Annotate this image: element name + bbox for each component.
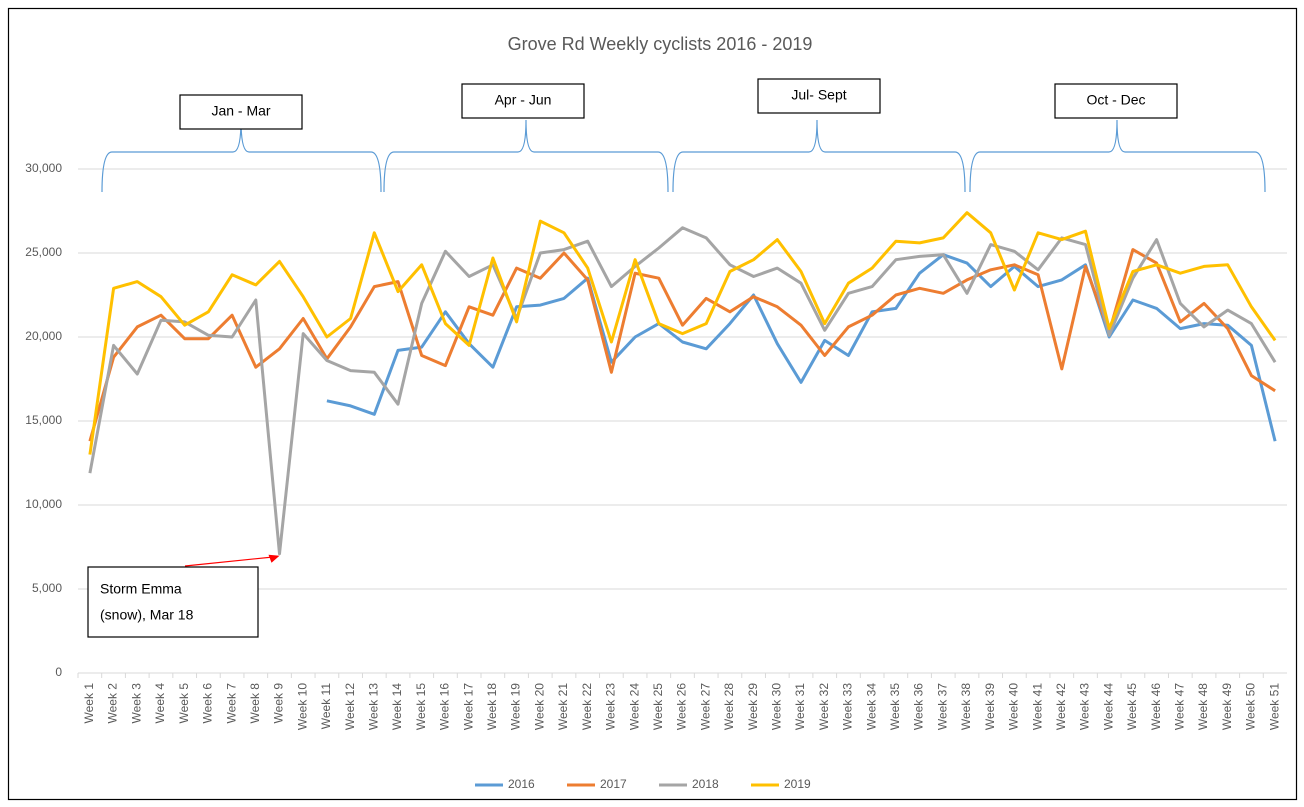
quarter-brace [969, 119, 1266, 193]
x-tick-label: Week 26 [675, 683, 689, 730]
x-tick-label: Week 31 [793, 683, 807, 730]
series-line [88, 226, 1277, 556]
y-tick-label: 25,000 [25, 245, 62, 259]
x-tick-label: Week 48 [1196, 683, 1210, 730]
x-tick-label: Week 6 [201, 683, 215, 724]
x-tick-label: Week 4 [153, 683, 167, 724]
y-tick-label: 5,000 [32, 581, 62, 595]
chart-title: Grove Rd Weekly cyclists 2016 - 2019 [508, 34, 813, 54]
x-tick-label: Week 25 [651, 683, 665, 730]
y-tick-label: 0 [55, 665, 62, 679]
x-tick-label: Week 8 [248, 683, 262, 724]
x-tick-label: Week 49 [1220, 683, 1234, 730]
annotation-box [179, 94, 303, 130]
legend-label: 2016 [508, 777, 535, 791]
x-tick-label: Week 39 [983, 683, 997, 730]
x-tick-label: Week 15 [414, 683, 428, 730]
annotation-text: Storm Emma [100, 581, 182, 597]
x-tick-label: Week 13 [366, 683, 380, 730]
quarter-brace [383, 119, 669, 193]
x-tick-label: Week 50 [1244, 683, 1258, 730]
x-tick-label: Week 5 [177, 683, 191, 724]
arrow-head [268, 554, 280, 563]
x-tick-label: Week 17 [461, 683, 475, 730]
annotation-box [757, 78, 881, 114]
annotation-box [87, 566, 259, 638]
annotation-arrow [184, 556, 276, 567]
y-tick-label: 15,000 [25, 413, 62, 427]
x-tick-label: Week 37 [935, 683, 949, 730]
annotation-text: (snow), Mar 18 [100, 607, 194, 623]
y-tick-label: 20,000 [25, 329, 62, 343]
quarter-brace [672, 119, 966, 193]
x-tick-label: Week 40 [1007, 683, 1021, 730]
x-tick-label: Week 44 [1101, 683, 1115, 730]
series-line [88, 248, 1276, 442]
x-tick-label: Week 9 [272, 683, 286, 724]
x-tick-label: Week 29 [746, 683, 760, 730]
x-tick-label: Week 51 [1267, 683, 1281, 730]
x-tick-label: Week 22 [580, 683, 594, 730]
x-tick-label: Week 46 [1149, 683, 1163, 730]
annotation-label: Jan - Mar [211, 103, 270, 119]
annotation-box [461, 83, 585, 119]
y-tick-label: 10,000 [25, 497, 62, 511]
x-tick-label: Week 42 [1054, 683, 1068, 730]
x-tick-label: Week 11 [319, 683, 333, 730]
x-tick-label: Week 24 [627, 683, 641, 730]
x-tick-label: Week 3 [129, 683, 143, 724]
x-tick-label: Week 23 [604, 683, 618, 730]
y-tick-label: 30,000 [25, 161, 62, 175]
x-tick-label: Week 38 [959, 683, 973, 730]
x-tick-label: Week 41 [1030, 683, 1044, 730]
x-tick-label: Week 27 [698, 683, 712, 730]
legend-label: 2017 [600, 777, 627, 791]
x-tick-label: Week 16 [438, 683, 452, 730]
x-tick-label: Week 21 [556, 683, 570, 730]
annotation-label: Apr - Jun [495, 92, 552, 108]
series-line [326, 253, 1277, 442]
x-tick-label: Week 1 [82, 683, 96, 724]
x-tick-label: Week 12 [343, 683, 357, 730]
x-tick-label: Week 14 [390, 683, 404, 730]
annotation-label: Oct - Dec [1086, 92, 1145, 108]
chart-border [7, 7, 1298, 801]
x-tick-label: Week 34 [864, 683, 878, 730]
x-tick-label: Week 45 [1125, 683, 1139, 730]
x-tick-label: Week 32 [817, 683, 831, 730]
x-tick-label: Week 18 [485, 683, 499, 730]
x-tick-label: Week 2 [106, 683, 120, 724]
x-tick-label: Week 10 [295, 683, 309, 730]
annotation-box [1054, 83, 1178, 119]
x-tick-label: Week 7 [224, 683, 238, 724]
series-line [88, 211, 1277, 455]
x-tick-label: Week 36 [912, 683, 926, 730]
x-tick-label: Week 20 [532, 683, 546, 730]
x-tick-label: Week 28 [722, 683, 736, 730]
x-tick-label: Week 30 [769, 683, 783, 730]
x-tick-label: Week 35 [888, 683, 902, 730]
x-tick-label: Week 43 [1078, 683, 1092, 730]
legend-label: 2019 [784, 777, 811, 791]
x-tick-label: Week 47 [1172, 683, 1186, 730]
x-tick-label: Week 19 [509, 683, 523, 730]
annotation-label: Jul- Sept [791, 87, 846, 103]
x-tick-label: Week 33 [841, 683, 855, 730]
legend-label: 2018 [692, 777, 719, 791]
